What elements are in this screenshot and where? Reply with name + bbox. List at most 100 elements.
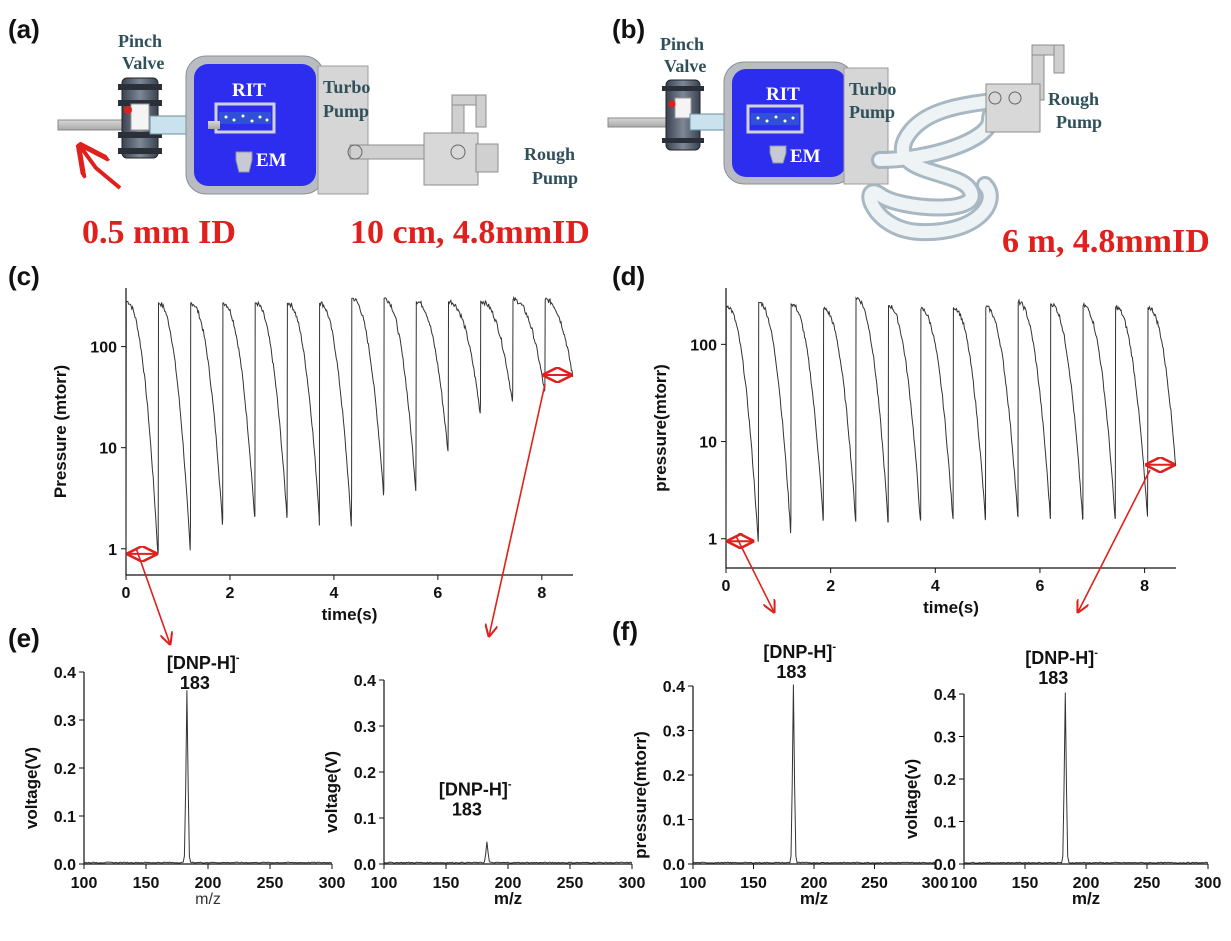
vacuum-chamber: RIT EM <box>723 61 855 185</box>
y-tick-label: 0.1 <box>54 809 76 826</box>
panel-label-b: (b) <box>612 14 645 44</box>
em-label: EM <box>256 150 287 171</box>
y-tick-label: 0.4 <box>354 673 376 690</box>
y-axis-label: pressure(mtorr) <box>631 731 650 859</box>
y-tick-label: 0.1 <box>663 813 685 830</box>
arrow-d-end-to-f2 <box>1078 469 1151 612</box>
mass-spectrum-e1: 0.0 0.1 0.2 0.3 0.4 100 150 200 250 300 m/z voltage… <box>22 652 345 908</box>
pinch-valve-label-line2: Valve <box>664 56 706 76</box>
pinch-valve-label-line1: Pinch <box>118 31 162 51</box>
mass-spectrum-f1: 0.0 0.1 0.2 0.3 0.4 100 150 200 250 300 m/z pressur… <box>631 641 948 908</box>
ion-mz: 183 <box>1038 668 1068 688</box>
y-axis-label: voltage(v) <box>902 759 921 839</box>
y-tick-label: 100 <box>690 337 717 354</box>
x-axis-label: time(s) <box>923 598 979 617</box>
rough-pump <box>985 44 1065 133</box>
y-tick-label: 0.1 <box>934 815 956 832</box>
y-tick-label: 0.2 <box>54 761 76 778</box>
y-tick-label: 0.2 <box>354 765 376 782</box>
y-axis-label: pressure(mtorr) <box>651 364 670 492</box>
inlet-arrow <box>80 146 122 190</box>
rough-pump-label-line2: Pump <box>532 168 578 188</box>
turbo-pump-label-line1: Turbo <box>323 77 370 97</box>
x-axis-label: m/z <box>1072 889 1100 908</box>
y-axis-label: Pressure (mtorr) <box>51 365 70 498</box>
spectrum-trace <box>83 690 333 864</box>
foreline-caption-b: 6 m, 4.8mmID <box>1002 223 1210 260</box>
inlet-caption: 0.5 mm ID <box>82 214 236 251</box>
turbo-pump-label-line2: Pump <box>323 101 369 121</box>
vacuum-chamber: RIT EM <box>185 55 325 195</box>
ion-charge: - <box>236 652 240 664</box>
x-tick-label: 2 <box>226 585 235 602</box>
panel-label-f: (f) <box>612 616 638 646</box>
rit-label: RIT <box>766 84 800 105</box>
ion-annotation: [DNP-H]- <box>167 652 240 673</box>
pressure-chart-d: 1 10 100 0 2 4 6 8 time(s) pressure(mtorr) <box>651 288 1177 617</box>
y-tick-label: 0.4 <box>54 665 76 682</box>
spectrum-trace <box>383 841 633 864</box>
ion-charge: - <box>832 641 836 653</box>
x-tick-label: 4 <box>329 585 338 602</box>
panel-label-c: (c) <box>8 261 40 291</box>
x-tick-label: 300 <box>1195 875 1222 892</box>
y-tick-label: 0.0 <box>934 857 956 874</box>
rough-pump <box>423 94 499 186</box>
y-tick-label: 0.3 <box>663 724 685 741</box>
y-tick-label: 0.4 <box>663 679 685 696</box>
y-tick-label: 0.4 <box>934 687 956 704</box>
x-tick-label: 300 <box>922 875 949 892</box>
x-tick-label: 150 <box>1012 875 1039 892</box>
rough-pump-label-line1: Rough <box>1048 89 1099 109</box>
pinch-valve <box>662 79 704 151</box>
ion-charge: - <box>508 778 512 790</box>
mass-spectrum-e2: 0.0 0.1 0.2 0.3 0.4 100 150 200 250 300 m/z voltage… <box>322 673 645 908</box>
y-tick-label: 100 <box>90 340 117 357</box>
x-tick-label: 150 <box>133 875 160 892</box>
pinch-valve <box>118 77 162 159</box>
panel-label-d: (d) <box>612 261 645 291</box>
ion-mz: 183 <box>452 799 482 819</box>
pinch-valve-label-line2: Valve <box>122 53 164 73</box>
x-tick-label: 2 <box>826 578 835 595</box>
foreline-caption-a: 10 cm, 4.8mmID <box>350 214 590 251</box>
x-tick-label: 250 <box>861 875 888 892</box>
ion-annotation: [DNP-H]- <box>763 641 836 662</box>
x-tick-label: 200 <box>1073 875 1100 892</box>
rough-pump-label-line2: Pump <box>1056 112 1102 132</box>
turbo-pump-label-line2: Pump <box>849 102 895 122</box>
x-tick-label: 4 <box>931 578 940 595</box>
panel-b: (b) Pinch Valve RIT EM Tur <box>607 14 1210 260</box>
pressure-trace <box>725 296 1177 544</box>
panel-label-a: (a) <box>8 14 40 44</box>
y-tick-label: 0.2 <box>934 772 956 789</box>
pinch-valve-label-line1: Pinch <box>660 34 704 54</box>
x-tick-label: 300 <box>619 875 646 892</box>
pressure-chart-c: 1 10 100 0 2 4 6 8 time(s) Pressure (mtorr) <box>51 288 574 624</box>
x-tick-label: 200 <box>195 875 222 892</box>
y-tick-label: 1 <box>108 542 117 559</box>
arrow-d-start-to-f1 <box>735 535 774 612</box>
x-axis-label: m/z <box>195 891 221 908</box>
x-tick-label: 0 <box>122 585 131 602</box>
ion-annotation: [DNP-H]- <box>1025 647 1098 668</box>
y-tick-label: 0.0 <box>54 857 76 874</box>
ion-mz: 183 <box>180 673 210 693</box>
rit-trap <box>214 102 276 134</box>
x-tick-label: 100 <box>71 875 98 892</box>
em-label: EM <box>790 146 821 167</box>
y-tick-label: 0.0 <box>354 857 376 874</box>
x-axis-label: m/z <box>800 889 828 908</box>
x-tick-label: 200 <box>495 875 522 892</box>
y-tick-label: 0.3 <box>54 713 76 730</box>
spectrum-trace <box>963 692 1209 864</box>
y-tick-label: 0.3 <box>934 730 956 747</box>
rough-pump-label-line1: Rough <box>524 144 575 164</box>
arrow-c-start-to-e1 <box>135 547 170 644</box>
y-tick-label: 0.0 <box>663 857 685 874</box>
y-axis-label: voltage(V) <box>22 747 41 829</box>
y-tick-label: 1 <box>708 532 717 549</box>
x-tick-label: 0 <box>722 578 731 595</box>
mass-spectrum-f2: 0.0 0.1 0.2 0.3 0.4 100 150 200 250 300 m/z voltage… <box>902 647 1221 908</box>
panel-a: (a) Pinch Valve RIT <box>8 14 590 251</box>
